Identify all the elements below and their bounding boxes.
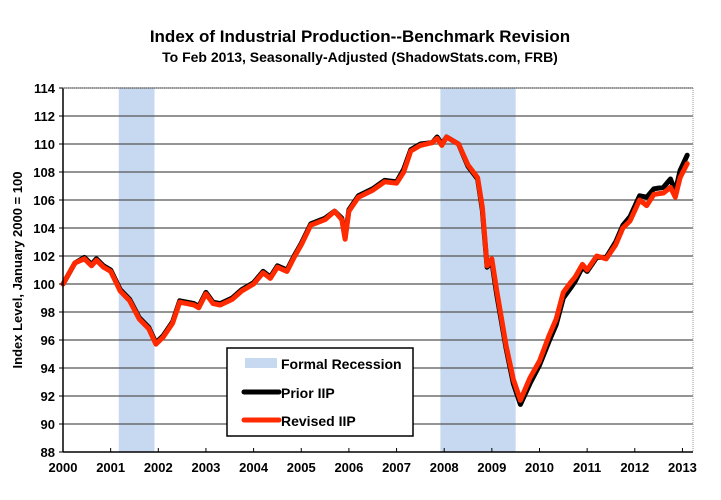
x-tick-label-2013: 2013: [668, 460, 697, 475]
x-tick-label-2003: 2003: [191, 460, 220, 475]
y-tick-label-104: 104: [33, 221, 55, 236]
y-tick-label-96: 96: [41, 333, 55, 348]
y-tick-label-102: 102: [33, 249, 55, 264]
x-tick-label-2004: 2004: [239, 460, 269, 475]
recession-bands: [118, 88, 516, 452]
x-tick-label-2001: 2001: [96, 460, 125, 475]
y-tick-label-90: 90: [41, 417, 55, 432]
legend-label-prior: Prior IIP: [281, 385, 335, 401]
chart-title: Index of Industrial Production--Benchmar…: [150, 27, 570, 46]
y-tick-label-108: 108: [33, 165, 55, 180]
y-tick-label-106: 106: [33, 193, 55, 208]
recession-band-0: [118, 88, 155, 452]
x-tick-label-2012: 2012: [620, 460, 649, 475]
chart-subtitle: To Feb 2013, Seasonally-Adjusted (Shadow…: [162, 49, 558, 65]
x-tick-label-2002: 2002: [144, 460, 173, 475]
y-tick-label-88: 88: [41, 445, 55, 460]
y-tick-label-112: 112: [34, 109, 55, 124]
x-tick-label-2010: 2010: [525, 460, 554, 475]
series-line-revised-iip: [60, 134, 690, 403]
x-tick-label-2008: 2008: [430, 460, 459, 475]
y-tick-label-114: 114: [34, 81, 56, 96]
x-tick-label-2000: 2000: [49, 460, 78, 475]
legend-label-recession: Formal Recession: [281, 356, 402, 372]
x-tick-label-2009: 2009: [477, 460, 506, 475]
legend-swatch-recession: [245, 358, 277, 368]
x-tick-label-2006: 2006: [334, 460, 363, 475]
y-tick-labels: 88 90 92 94 96 98 100 102 104 106 108 110 112 114: [33, 81, 63, 460]
legend-label-revised: Revised IIP: [281, 413, 356, 429]
x-tick-label-2005: 2005: [287, 460, 316, 475]
y-tick-label-98: 98: [41, 305, 55, 320]
x-tick-label-2007: 2007: [382, 460, 411, 475]
y-tick-label-92: 92: [41, 389, 55, 404]
recession-band-1: [440, 88, 516, 452]
series-lines: [60, 134, 690, 407]
axes: [62, 87, 694, 453]
x-tick-labels: 2000 2001 2002 2003 2004 2005 2006 2007 2008 2009…: [49, 448, 697, 475]
legend: Formal Recession Prior IIP Revised IIP: [226, 347, 414, 437]
x-tick-label-2011: 2011: [573, 460, 601, 475]
y-axis-label: Index Level, January 2000 = 100: [10, 172, 25, 369]
y-tick-label-100: 100: [33, 277, 55, 292]
y-tick-label-110: 110: [34, 137, 55, 152]
y-tick-label-94: 94: [41, 361, 56, 376]
